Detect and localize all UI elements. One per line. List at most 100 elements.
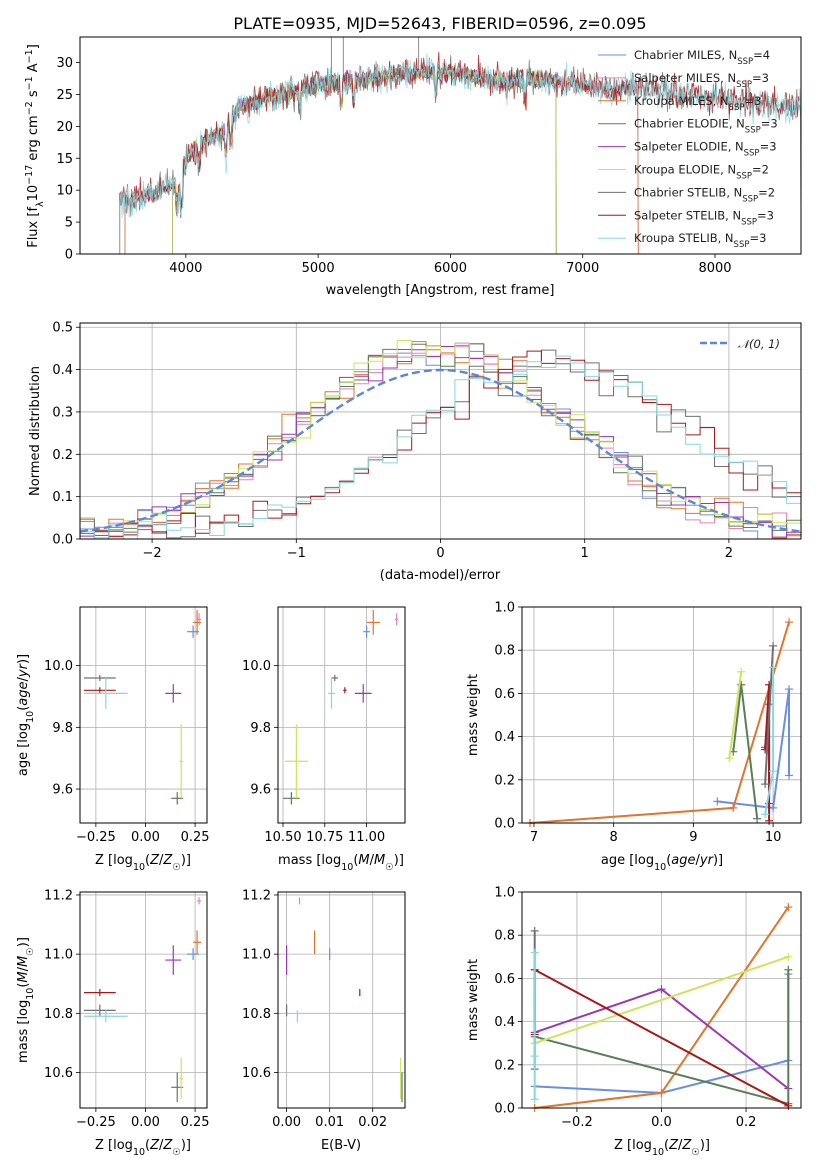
y-tick-label: 11.0 [44, 948, 73, 963]
legend-label-salpeter-miles: Salpeter MILES, NSSP=3 [634, 71, 769, 90]
y-tick-label: 0 [65, 248, 73, 263]
y-tick-label: 10.6 [44, 1066, 73, 1081]
x-tick-label: 9 [689, 830, 697, 845]
x-tick-label: 0.00 [272, 1115, 301, 1130]
x-tick-label: −2 [143, 546, 162, 561]
x-tick-label: 0.2 [736, 1115, 757, 1130]
y-tick-label: 10.8 [44, 1007, 73, 1022]
x-tick-label: −0.25 [76, 1115, 116, 1130]
spectrum-line-kroupa-stelib [119, 53, 802, 255]
y-tick-label: 0.1 [52, 490, 73, 505]
legend-label-normal: 𝒩(0, 1) [738, 337, 780, 351]
x-axis-label: Z [log10(Z/Z☉)] [95, 853, 191, 873]
y-tick-label: 25 [56, 88, 73, 103]
y-tick-label: 9.8 [52, 721, 73, 736]
x-tick-label: −0.25 [76, 830, 116, 845]
hist-step-salpeter-elodie [79, 342, 801, 539]
y-tick-label: 0.4 [494, 730, 515, 745]
y-tick-label: 10.0 [242, 659, 271, 674]
y-tick-label: 11.2 [44, 888, 73, 903]
x-tick-label: 10.75 [306, 830, 343, 845]
x-axis-label: (data-model)/error [380, 568, 501, 583]
x-tick-label: 4000 [169, 261, 202, 276]
spectrum-line-kroupa-elodie [172, 65, 557, 255]
x-tick-label: −0.2 [561, 1115, 593, 1130]
x-tick-label: 0.00 [131, 1115, 160, 1130]
x-axis-label: E(B-V) [321, 1138, 361, 1153]
y-tick-label: 0.2 [52, 448, 73, 463]
y-tick-label: 1.0 [494, 601, 515, 616]
hist-step-kroupa-stelib [79, 355, 801, 540]
weight-line-kroupa-miles [529, 621, 790, 824]
x-tick-label: 6000 [434, 261, 467, 276]
weight-line-kroupa-elodie [728, 671, 743, 759]
spectrum-line-salpeter-stelib [119, 51, 802, 255]
y-tick-label: 11.2 [242, 888, 271, 903]
mass-vs-z-panel: −0.25 0.00 0.25 10.6 10.8 11.0 11.2 Z [log10(Z/… [16, 888, 210, 1157]
y-tick-label: 0.6 [494, 972, 515, 987]
spectrum-line-chabrier-elodie [172, 64, 557, 255]
y-tick-label: 0.0 [494, 817, 515, 832]
x-axis-label: Z [log10(Z/Z☉)] [95, 1138, 191, 1158]
y-tick-label: 0.2 [494, 773, 515, 788]
y-tick-label: 10.8 [242, 1007, 271, 1022]
mass-vs-ebv-panel: 0.00 0.01 0.02 10.6 10.8 11.0 11.2 E(B-V) [242, 888, 406, 1153]
y-axis-label: mass weight [466, 959, 481, 1041]
x-tick-label: 11.00 [348, 830, 385, 845]
x-tick-label: 0.25 [181, 1115, 210, 1130]
y-tick-label: 5 [65, 216, 73, 231]
weight-line-chabrier-miles [717, 688, 790, 810]
x-tick-label: 0.00 [131, 830, 160, 845]
legend-label-kroupa-elodie: Kroupa ELODIE, NSSP=2 [634, 163, 769, 182]
x-tick-label: 0.25 [181, 830, 210, 845]
x-tick-label: 0 [436, 546, 444, 561]
x-tick-label: 2 [725, 546, 733, 561]
x-tick-label: 0.02 [358, 1115, 387, 1130]
y-axis-label: age [log10(age/yr)] [16, 654, 36, 776]
x-tick-label: 5000 [302, 261, 335, 276]
x-tick-label: 7 [530, 830, 538, 845]
x-tick-label: 0.0 [651, 1115, 672, 1130]
plot-frame [277, 891, 406, 1109]
weight-line-kroupa-elodie [534, 955, 789, 1045]
y-tick-label: 9.6 [250, 783, 271, 798]
y-tick-label: 0.4 [494, 1015, 515, 1030]
y-tick-label: 20 [56, 120, 73, 135]
y-tick-label: 0.0 [52, 533, 73, 548]
legend-label-salpeter-elodie: Salpeter ELODIE, NSSP=3 [634, 140, 777, 159]
y-tick-label: 9.6 [52, 783, 73, 798]
x-tick-label: 8000 [698, 261, 731, 276]
legend-label-chabrier-stelib: Chabrier STELIB, NSSP=2 [634, 185, 775, 204]
y-tick-label: 1.0 [494, 886, 515, 901]
x-axis-label: mass [log10(M/M☉)] [278, 853, 404, 873]
x-axis-label: age [log10(age/yr)] [601, 853, 723, 873]
y-tick-label: 0.3 [52, 405, 73, 420]
hist-step-kroupa-elodie [79, 340, 801, 539]
x-tick-label: 10 [765, 830, 782, 845]
x-tick-label: 7000 [566, 261, 599, 276]
y-tick-label: 30 [56, 56, 73, 71]
plot-frame [521, 606, 802, 824]
y-axis-label: Flux [fλ10−17 erg cm−2 s−1 A−1] [24, 44, 46, 248]
mass-weight-vs-z-panel: −0.2 0.0 0.2 0.0 0.2 0.4 0.6 0.8 1.0 Z [log10(Z/Z… [466, 886, 802, 1158]
y-tick-label: 0.0 [494, 1102, 515, 1117]
plot-frame [79, 606, 208, 824]
y-tick-label: 10.6 [242, 1066, 271, 1081]
x-axis-label: Z [log10(Z/Z☉)] [614, 1138, 710, 1158]
plot-frame [79, 36, 802, 255]
y-tick-label: 0.5 [52, 321, 73, 336]
x-tick-label: −1 [287, 546, 306, 561]
y-tick-label: 0.6 [494, 687, 515, 702]
y-tick-label: 0.8 [494, 644, 515, 659]
mass-weight-vs-age-panel: 7 8 9 10 0.0 0.2 0.4 0.6 0.8 1.0 age [log10(age/yr… [466, 601, 802, 873]
y-tick-label: 15 [56, 152, 73, 167]
legend-label-kroupa-miles: Kroupa MILES, NSSP=3 [634, 94, 761, 113]
legend-label-chabrier-miles: Chabrier MILES, NSSP=4 [634, 48, 770, 67]
plot-frame [277, 606, 406, 824]
y-tick-label: 0.2 [494, 1058, 515, 1073]
spectrum-panel: 4000 5000 6000 7000 8000 0 5 10 15 20 25 30 Chabrier… [24, 36, 802, 298]
y-tick-label: 0.4 [52, 363, 73, 378]
spectrum-line-salpeter-elodie [172, 65, 557, 255]
weight-line-chabrier-stelib [764, 645, 775, 785]
age-vs-mass-panel: 10.50 10.75 11.00 9.6 9.8 10.0 mass [log10(M/M… [242, 606, 406, 873]
